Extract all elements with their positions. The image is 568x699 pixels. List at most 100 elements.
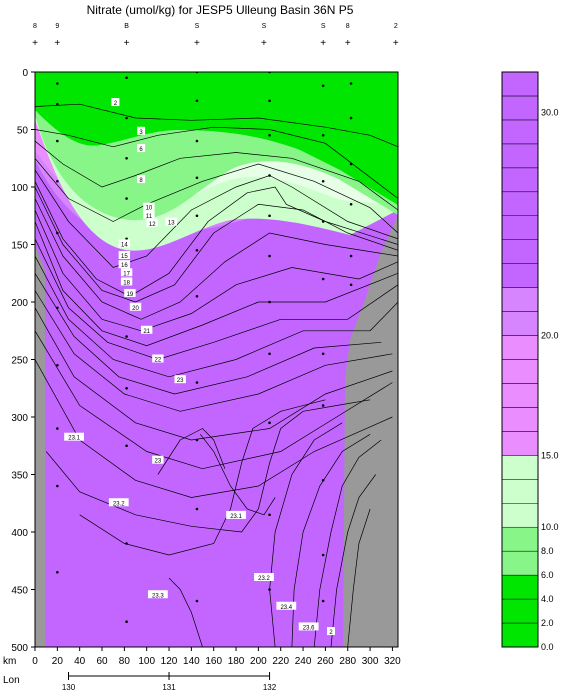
station-label: 8 xyxy=(346,23,350,30)
y-tick-label: 400 xyxy=(11,528,28,539)
lon-tick-label: 131 xyxy=(162,683,176,692)
contour-label: 12 xyxy=(149,222,156,228)
sample-point xyxy=(125,386,128,390)
x-tick-label: 0 xyxy=(32,656,38,667)
sample-point xyxy=(195,176,199,180)
contour-label: 18 xyxy=(123,280,130,286)
topography-right xyxy=(343,215,398,647)
sample-point xyxy=(268,352,271,356)
contour-label: 2 xyxy=(114,101,118,107)
station-cross: + xyxy=(124,38,130,49)
sample-point xyxy=(195,507,199,511)
contour-label: 20 xyxy=(132,306,139,312)
colorbar-label: 4.0 xyxy=(541,594,554,604)
sample-point xyxy=(195,214,199,218)
colorbar-swatch xyxy=(501,71,539,97)
sample-point xyxy=(349,162,353,166)
colorbar-swatch xyxy=(501,239,539,264)
x-axis: 0 20 40 60 80 100 120 140 160 180 200 220 240 260 280 3… xyxy=(32,647,401,667)
y-tick-label: 450 xyxy=(11,586,28,597)
colorbar-frame xyxy=(501,71,539,648)
sample-point xyxy=(125,76,128,80)
contour-label: 15 xyxy=(121,254,128,260)
sample-point xyxy=(321,277,325,281)
colorbar-swatch xyxy=(501,622,539,648)
contour-label: 19 xyxy=(127,292,134,298)
lon-tick-label: 130 xyxy=(62,683,76,692)
contour-label-bg xyxy=(152,455,164,464)
contour-label-bg xyxy=(118,239,131,248)
contour-label-bg xyxy=(226,510,246,519)
y-tick-label: 200 xyxy=(11,298,28,309)
sample-point xyxy=(321,133,325,137)
sample-point xyxy=(321,84,325,88)
station-label: 8 xyxy=(33,23,37,30)
contour-label-bg xyxy=(276,601,297,610)
colorbar-swatch xyxy=(501,359,539,384)
sample-point xyxy=(56,102,59,106)
sample-point xyxy=(56,484,59,488)
lon-axis: 130 131 132 xyxy=(62,672,277,692)
contour-line xyxy=(35,290,393,412)
contour-label-bg xyxy=(165,217,177,226)
contour-label-bg xyxy=(140,325,153,334)
contour-label-bg xyxy=(146,218,158,227)
station-label: 9 xyxy=(55,23,59,30)
contour-label-bg xyxy=(118,251,131,259)
colorbar-swatch xyxy=(501,574,539,600)
y-tick-label: 0 xyxy=(22,68,28,79)
contour-label: 16 xyxy=(121,263,128,269)
colorbar-label: 10.0 xyxy=(541,522,559,532)
sample-point xyxy=(125,335,128,338)
sample-point xyxy=(195,599,199,603)
contour-label: 17 xyxy=(123,271,130,277)
sample-point xyxy=(349,283,353,287)
sample-point xyxy=(56,363,59,367)
sample-point xyxy=(349,202,353,206)
station-label: S xyxy=(195,23,200,30)
contour-line xyxy=(35,209,398,332)
colorbar-swatch xyxy=(501,287,539,312)
contour-lines xyxy=(35,103,398,647)
y-axis: 0 50 100 150 200 250 300 350 400 450 500 xyxy=(11,68,35,654)
colorbar-swatch xyxy=(501,479,539,504)
station-cross: + xyxy=(393,38,399,49)
contour-line xyxy=(35,255,398,378)
y-tick-label: 300 xyxy=(11,413,28,424)
contour-label: 6 xyxy=(139,147,143,153)
colorbar-label: 30.0 xyxy=(541,108,559,118)
contour-label-bg xyxy=(137,175,146,184)
x-tick-label: 180 xyxy=(228,656,245,667)
contour-line xyxy=(313,439,382,647)
chart-title: Nitrate (umol/kg) for JESP5 Ulleung Basi… xyxy=(87,3,354,17)
sample-point xyxy=(321,179,325,183)
station-markers: 8 +9 + B + S + S + S +8 +2 + xyxy=(32,23,399,49)
colorbar-swatch xyxy=(501,503,539,528)
station-label: S xyxy=(321,23,326,30)
contour-label-bg xyxy=(64,432,84,441)
colorbar-swatch xyxy=(501,598,539,624)
colorbar: 0.0 2.0 4.0 6.0 8.0 10.0 15.0 20.0 30.0 xyxy=(501,71,559,652)
sample-point xyxy=(268,421,271,425)
colorbar-swatch xyxy=(501,143,539,169)
contour-line xyxy=(35,158,398,234)
colorbar-label: 20.0 xyxy=(541,331,559,341)
colorbar-swatch xyxy=(501,191,539,217)
contour-line xyxy=(79,399,326,556)
contour-line xyxy=(330,474,376,647)
colorbar-label: 15.0 xyxy=(541,450,559,460)
sample-point xyxy=(56,427,59,430)
contour-label: 13 xyxy=(168,221,175,227)
contour-label-bg xyxy=(152,354,164,363)
x-tick-label: 80 xyxy=(119,656,131,667)
y-tick-label: 500 xyxy=(11,643,28,654)
sample-point xyxy=(56,570,59,574)
sample-point xyxy=(321,599,325,603)
sample-point xyxy=(125,237,128,241)
lon-axis-label: Lon xyxy=(3,675,20,686)
contour-label: 3 xyxy=(139,130,143,136)
x-tick-label: 320 xyxy=(384,656,401,667)
colorbar-label: 0.0 xyxy=(541,642,554,652)
